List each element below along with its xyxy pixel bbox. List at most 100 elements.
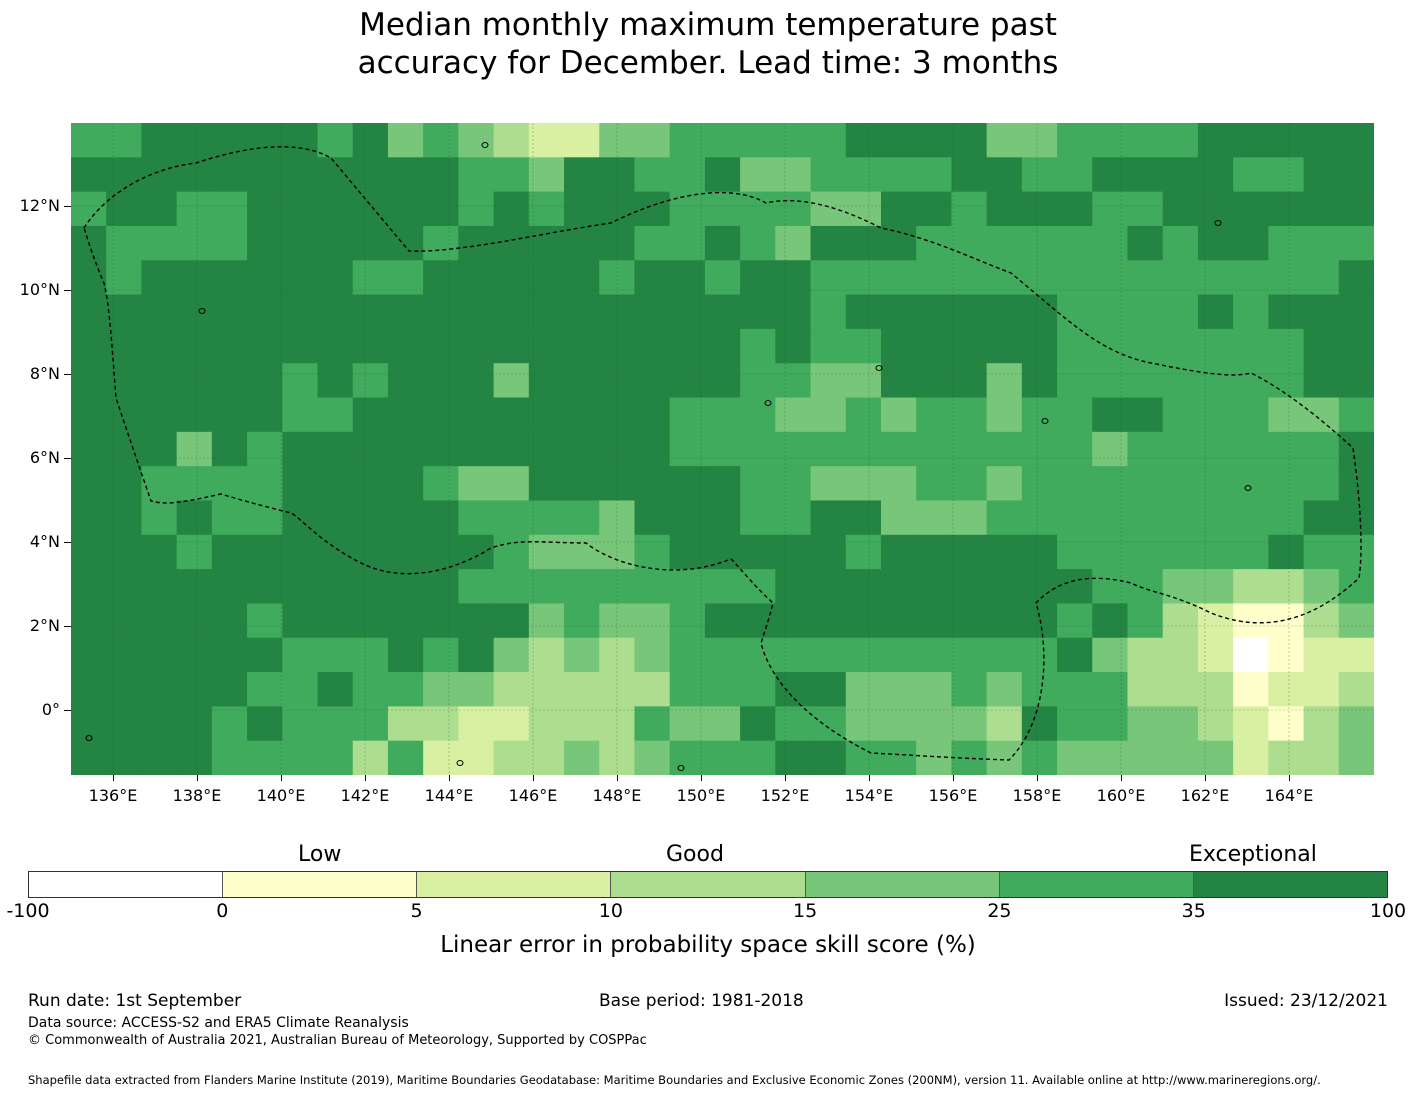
grid-cell xyxy=(634,397,671,433)
grid-cell xyxy=(141,466,178,502)
grid-cell xyxy=(1338,706,1374,742)
grid-cell xyxy=(1233,157,1269,193)
grid-cell xyxy=(528,706,565,742)
grid-cell xyxy=(317,363,354,399)
grid-cell xyxy=(740,672,776,707)
grid-cell xyxy=(1268,672,1305,707)
grid-cell xyxy=(106,431,143,467)
grid-cell xyxy=(247,534,283,570)
grid-cell xyxy=(1338,637,1374,673)
grid-cell xyxy=(1162,191,1199,227)
colorbar-segment xyxy=(29,872,224,897)
grid-cell xyxy=(458,637,495,673)
grid-cell xyxy=(669,534,706,570)
grid-cell xyxy=(564,397,600,433)
grid-cell xyxy=(282,123,319,158)
grid-cell xyxy=(740,534,776,570)
latitude-tick xyxy=(64,710,71,711)
grid-cell xyxy=(669,191,706,227)
grid-cell xyxy=(423,706,459,742)
grid-cell xyxy=(528,500,565,536)
grid-cell xyxy=(1127,603,1164,639)
grid-cell xyxy=(845,500,882,536)
island-outline xyxy=(456,760,464,766)
latitude-tick xyxy=(64,374,71,375)
grid-cell xyxy=(951,672,988,707)
grid-cell xyxy=(352,260,389,296)
grid-cell xyxy=(775,225,812,261)
grid-cell xyxy=(880,294,917,330)
grid-cell xyxy=(458,672,495,707)
grid-cell xyxy=(387,431,424,467)
longitude-tick xyxy=(1037,775,1038,781)
grid-cell xyxy=(1303,534,1340,570)
grid-cell xyxy=(176,157,213,193)
grid-cell xyxy=(423,637,459,673)
grid-cell xyxy=(1127,157,1164,193)
grid-cell xyxy=(1338,569,1374,605)
grid-cell xyxy=(1303,500,1340,536)
grid-cell xyxy=(669,466,706,502)
grid-cell xyxy=(810,431,847,467)
grid-cell xyxy=(669,397,706,433)
grid-cell xyxy=(282,569,319,605)
longitude-tick-label: 152°E xyxy=(760,786,810,805)
grid-cell xyxy=(1268,466,1305,502)
grid-cell xyxy=(704,328,741,364)
map-grid-svg xyxy=(71,123,1374,775)
longitude-tick-label: 160°E xyxy=(1096,786,1146,805)
grid-cell xyxy=(211,534,248,570)
grid-cell xyxy=(845,740,882,775)
grid-cell xyxy=(916,500,953,536)
grid-cell xyxy=(71,740,107,775)
grid-cell xyxy=(1057,191,1093,227)
grid-cell xyxy=(1127,706,1164,742)
grid-cell xyxy=(458,363,495,399)
colorbar-segment xyxy=(805,872,1000,897)
grid-cell xyxy=(1268,534,1305,570)
grid-cell xyxy=(247,260,283,296)
grid-cell xyxy=(282,294,319,330)
grid-cell xyxy=(775,740,812,775)
grid-cell xyxy=(71,706,107,742)
grid-cell xyxy=(916,672,953,707)
grid-cell xyxy=(317,123,354,158)
grid-cell xyxy=(810,157,847,193)
grid-cell xyxy=(71,672,107,707)
grid-cell xyxy=(1303,328,1340,364)
grid-cell xyxy=(845,191,882,227)
grid-cell xyxy=(775,500,812,536)
grid-cell xyxy=(282,397,319,433)
grid-cell xyxy=(704,260,741,296)
grid-cell xyxy=(176,123,213,158)
grid-cell xyxy=(986,534,1023,570)
grid-cell xyxy=(1021,534,1058,570)
grid-cell xyxy=(669,328,706,364)
grid-cell xyxy=(1338,397,1374,433)
grid-cell xyxy=(1127,672,1164,707)
grid-cell xyxy=(1338,363,1374,399)
longitude-tick-label: 144°E xyxy=(424,786,474,805)
grid-cell xyxy=(71,603,107,639)
grid-cell xyxy=(71,328,107,364)
grid-cell xyxy=(740,500,776,536)
grid-cell xyxy=(352,500,389,536)
grid-cell xyxy=(247,328,283,364)
grid-cell xyxy=(317,191,354,227)
grid-cell xyxy=(493,260,530,296)
grid-cell xyxy=(810,740,847,775)
island-outline xyxy=(875,365,883,371)
grid-cell xyxy=(247,706,283,742)
grid-cell xyxy=(1127,431,1164,467)
island-outline xyxy=(1214,220,1222,226)
grid-cell xyxy=(211,157,248,193)
grid-cell xyxy=(176,500,213,536)
grid-cell xyxy=(1197,328,1234,364)
grid-cell xyxy=(1303,706,1340,742)
grid-cell xyxy=(1021,672,1058,707)
grid-cell xyxy=(71,157,107,193)
grid-cell xyxy=(387,569,424,605)
grid-cell xyxy=(916,431,953,467)
grid-cell xyxy=(1057,294,1093,330)
grid-cell xyxy=(634,637,671,673)
